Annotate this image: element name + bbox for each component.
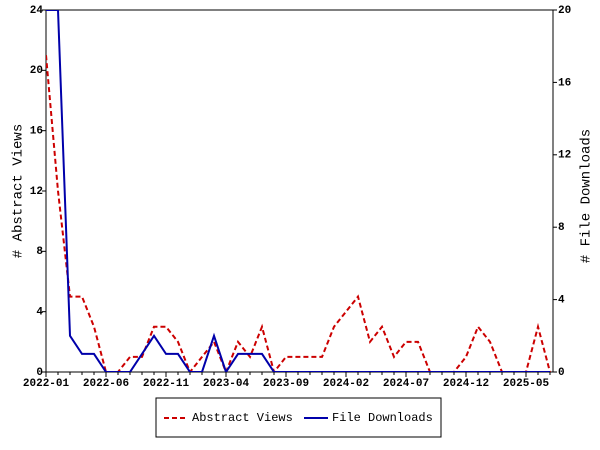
- legend-label: File Downloads: [332, 411, 433, 425]
- x-tick-label: 2024-07: [383, 378, 429, 390]
- plot-frame: [45, 9, 554, 373]
- y2-tick-label: 16: [558, 77, 571, 89]
- x-tick-label: 2022-11: [143, 378, 190, 390]
- y2-tick-label: 20: [558, 5, 571, 17]
- legend-label: Abstract Views: [192, 411, 293, 425]
- x-tick-label: 2024-02: [323, 378, 369, 390]
- y2-tick-label: 12: [558, 150, 571, 162]
- y-tick-label: 4: [36, 307, 43, 319]
- y-tick-label: 12: [30, 186, 43, 198]
- x-tick-label: 2023-09: [263, 378, 309, 390]
- y2-tick-label: 8: [558, 222, 565, 234]
- y2-tick-label: 0: [558, 367, 565, 379]
- data-line: [46, 10, 550, 372]
- y2-axis-label: # File Downloads: [579, 129, 595, 263]
- y-tick-label: 0: [36, 367, 43, 379]
- x-tick-label: 2024-12: [443, 378, 489, 390]
- y-tick-label: 8: [36, 246, 43, 258]
- y2-tick-label: 4: [558, 295, 565, 307]
- y-tick-label: 16: [30, 126, 43, 138]
- x-tick-label: 2022-06: [83, 378, 129, 390]
- legend: [155, 397, 442, 438]
- x-tick-label: 2022-01: [23, 378, 70, 390]
- y-axis-label: # Abstract Views: [11, 124, 27, 258]
- y-tick-label: 24: [30, 5, 44, 17]
- x-tick-label: 2025-05: [503, 378, 550, 390]
- x-tick-label: 2023-04: [203, 378, 250, 390]
- y-tick-label: 20: [30, 65, 43, 77]
- data-line: [46, 55, 551, 372]
